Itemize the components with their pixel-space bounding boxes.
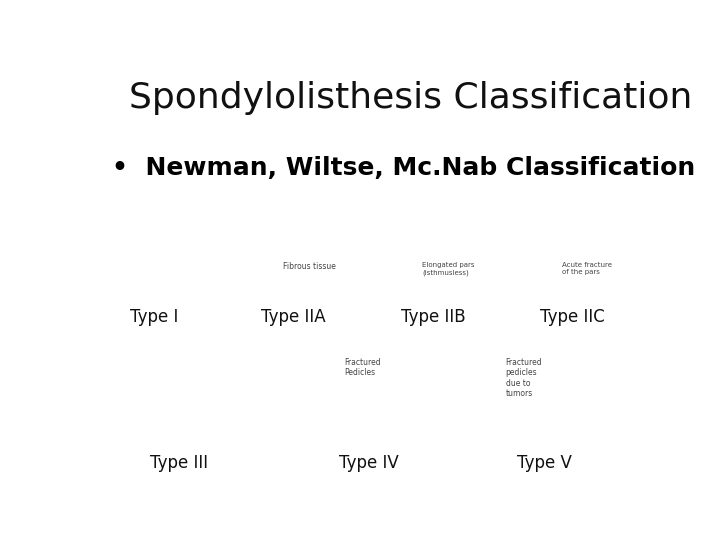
Text: Type I: Type I [130, 308, 179, 326]
Text: Type IIA: Type IIA [261, 308, 326, 326]
Text: Elongated pars
(isthmusless): Elongated pars (isthmusless) [422, 262, 474, 276]
Text: •  Newman, Wiltse, Mc.Nab Classification: • Newman, Wiltse, Mc.Nab Classification [112, 156, 696, 180]
Text: Type IIC: Type IIC [540, 308, 605, 326]
Text: Type V: Type V [518, 454, 572, 471]
Text: Acute fracture
of the pars: Acute fracture of the pars [562, 262, 611, 275]
Text: Type III: Type III [150, 454, 208, 471]
Text: Spondylolisthesis Classification: Spondylolisthesis Classification [129, 82, 693, 116]
Text: Fibrous tissue: Fibrous tissue [282, 262, 336, 271]
Text: Type IIB: Type IIB [401, 308, 466, 326]
Text: Fractured
pedicles
due to
tumors: Fractured pedicles due to tumors [505, 358, 542, 398]
Text: Fractured
Pedicles: Fractured Pedicles [344, 358, 380, 377]
Text: Type IV: Type IV [339, 454, 399, 471]
